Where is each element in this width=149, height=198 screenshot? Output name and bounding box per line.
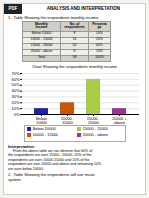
svg-text:50%: 50%: [11, 82, 19, 87]
html-text:10000 - 15000: 10000 - 15000: [30, 37, 53, 42]
html-text:ANALYSIS AND INTERPRETATION: ANALYSIS AND INTERPRETATION: [46, 6, 121, 11]
html-text:20%: 20%: [96, 37, 103, 42]
html-text:6: 6: [73, 49, 76, 54]
html-text:50: 50: [72, 43, 77, 48]
html-text:Total: Total: [37, 55, 46, 60]
svg-text:Below10000: Below10000: [36, 116, 48, 125]
html-text:respondents are earn 10000-150: respondents are earn 10000-15000 and 10%…: [8, 157, 90, 162]
svg-text:30%: 30%: [11, 94, 19, 99]
html-text:16: 16: [72, 37, 77, 42]
html-text:1. Table Showing the responden: 1. Table Showing the respondents monthly…: [8, 15, 99, 20]
svg-text:20%: 20%: [11, 100, 19, 105]
html-text:60%: 60%: [96, 43, 103, 48]
html-text:2. Table Showing the responden: 2. Table Showing the respondents will us…: [8, 172, 96, 183]
html-text:PDF: PDF: [8, 6, 18, 11]
html-text:15000 - 20000: 15000 - 20000: [82, 126, 109, 132]
svg-text:10000 -15000: 10000 -15000: [61, 116, 75, 125]
html-text:10%: 10%: [96, 31, 103, 36]
html-text:Below 10000: Below 10000: [31, 31, 52, 36]
svg-text:40%: 40%: [11, 88, 19, 93]
html-text:Below 10000: Below 10000: [32, 126, 56, 132]
html-text:From the above table we can ob: From the above table we can observe that…: [8, 148, 93, 153]
html-text:58: 58: [72, 55, 77, 60]
html-text:20000 - above: 20000 - above: [82, 132, 109, 138]
svg-text:10%: 10%: [11, 106, 19, 111]
html-text:are earn below 10000.: are earn below 10000.: [8, 166, 44, 171]
svg-text:15000 -20000: 15000 -20000: [87, 116, 101, 125]
svg-text:0%: 0%: [14, 111, 20, 116]
html-text:20000 - above: 20000 - above: [30, 49, 53, 54]
svg-text:70%: 70%: [11, 70, 19, 75]
html-text:Chart Showing the respondents: Chart Showing the respondents monthly in…: [31, 63, 118, 69]
html-text:the respondents are earn 15000: the respondents are earn 15000 - 20000, …: [8, 153, 92, 158]
html-text:10%: 10%: [96, 49, 103, 54]
html-text:15000 - 20000: 15000 - 20000: [30, 43, 53, 48]
html-text:100%: 100%: [95, 55, 104, 60]
svg-text:60%: 60%: [11, 76, 19, 81]
html-text:No. of respondents: No. of respondents: [64, 21, 85, 30]
html-text:8: 8: [73, 31, 76, 36]
html-text:Percenta ge: Percenta ge: [92, 21, 107, 30]
html-text:Interpretation:: Interpretation:: [8, 143, 36, 149]
html-text:10000 - 15000: 10000 - 15000: [32, 132, 59, 138]
svg-text:20000 +above: 20000 +above: [112, 116, 127, 125]
html-text:Monthly Income: Monthly Income: [35, 21, 48, 30]
html-text:respondent are earn 20000 and: respondent are earn 20000 and above and …: [8, 162, 102, 167]
